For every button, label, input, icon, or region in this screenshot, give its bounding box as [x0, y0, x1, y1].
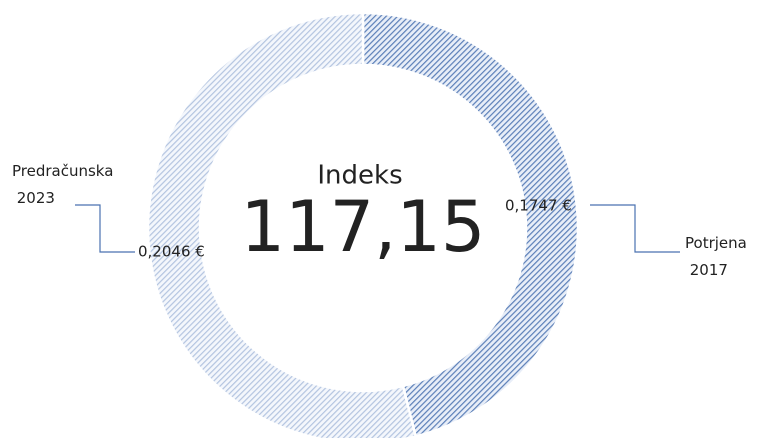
value-label: 0,2046 € [138, 243, 205, 261]
category-label: Potrjena 2017 [685, 234, 747, 279]
leader-line [590, 204, 680, 253]
slice [146, 11, 418, 438]
slice [361, 11, 580, 438]
value-label: 0,1747 € [505, 197, 572, 215]
center-value: 117,15 [241, 186, 486, 268]
leader-line [75, 204, 135, 253]
category-label: Predračunska 2023 [12, 162, 113, 207]
center-label: Indeks [317, 161, 402, 191]
